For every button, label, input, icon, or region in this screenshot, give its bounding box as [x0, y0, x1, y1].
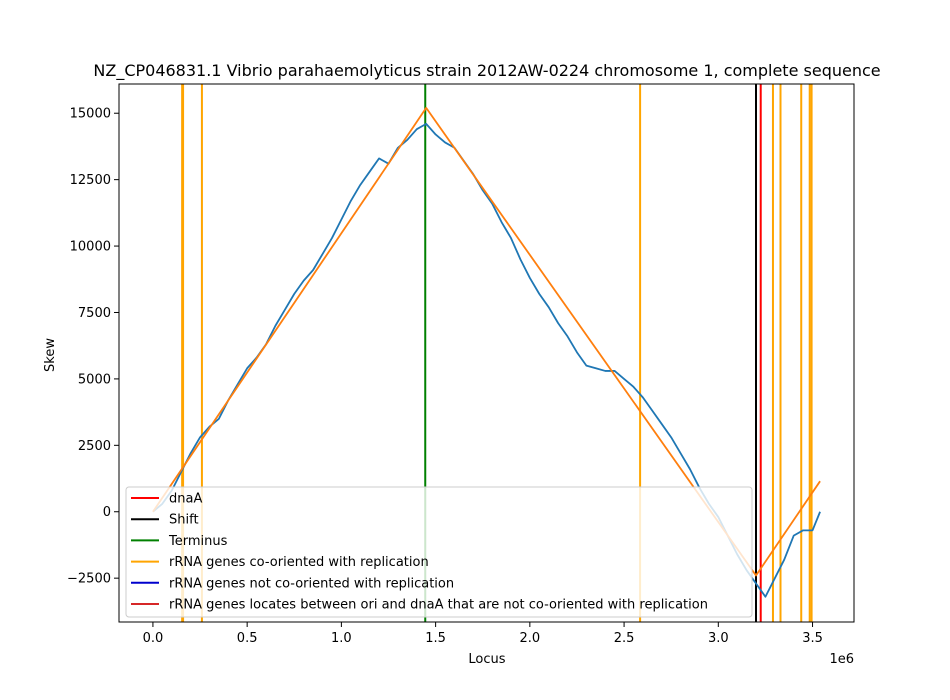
y-tick-label-3: 5000: [78, 372, 111, 387]
legend: dnaA Shift Terminus rRNA genes co-oriented …: [125, 486, 753, 618]
y-tick-label-4: 7500: [78, 306, 111, 321]
x-axis-label: Locus: [468, 652, 505, 667]
x-tick-label-1: 0.5: [237, 631, 258, 646]
plot-area: [152, 84, 821, 622]
x-tick-label-3: 1.5: [425, 631, 446, 646]
legend-box: [125, 486, 753, 618]
legend-label-5: rRNA genes locates between ori and dnaA …: [169, 598, 708, 613]
legend-label-3: rRNA genes co-oriented with replication: [169, 555, 429, 570]
series-line-1: [152, 107, 821, 577]
x-tick-label-7: 3.5: [802, 631, 823, 646]
x-offset-label: 1e6: [829, 652, 854, 667]
legend-label-2: Terminus: [168, 534, 228, 549]
legend-label-0: dnaA: [169, 492, 202, 507]
legend-label-4: rRNA genes not co-oriented with replicat…: [169, 576, 454, 591]
y-tick-label-7: 15000: [70, 107, 111, 122]
y-tick-label-6: 12500: [70, 173, 111, 188]
x-tick-label-2: 1.0: [331, 631, 352, 646]
x-tick-label-4: 2.0: [520, 631, 541, 646]
legend-label-1: Shift: [169, 513, 199, 528]
y-tick-label-2: 2500: [78, 439, 111, 454]
chart-title: NZ_CP046831.1 Vibrio parahaemolyticus st…: [93, 61, 880, 81]
x-tick-label-6: 3.0: [708, 631, 729, 646]
y-tick-label-0: −2500: [67, 572, 111, 587]
x-tick-label-5: 2.5: [614, 631, 635, 646]
axes-frame: [118, 83, 855, 623]
x-tick-label-0: 0.0: [143, 631, 164, 646]
y-tick-label-1: 0: [103, 505, 111, 520]
y-axis-label: Skew: [43, 338, 58, 372]
y-tick-label-5: 10000: [70, 240, 111, 255]
